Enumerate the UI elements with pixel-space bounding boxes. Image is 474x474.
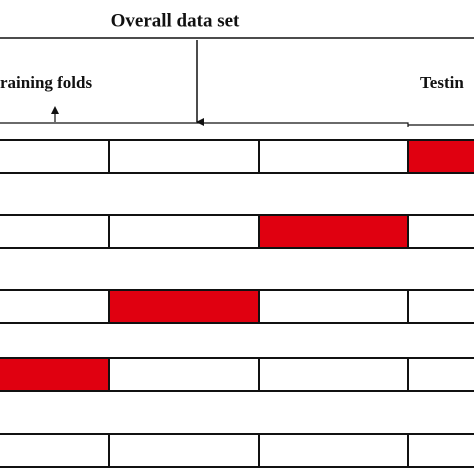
train-fold — [108, 357, 260, 392]
test-fold — [407, 139, 474, 174]
test-fold — [108, 289, 260, 324]
title: Overall data set — [111, 10, 240, 31]
train-fold — [108, 433, 260, 468]
train-fold — [0, 214, 110, 249]
train-fold — [407, 289, 474, 324]
folds — [0, 139, 474, 468]
train-fold — [407, 357, 474, 392]
train-fold — [0, 289, 110, 324]
train-fold — [407, 214, 474, 249]
train-fold — [0, 139, 110, 174]
train-fold — [407, 433, 474, 468]
test-fold — [258, 214, 409, 249]
train-fold — [108, 139, 260, 174]
train-fold — [258, 289, 409, 324]
test-fold — [0, 357, 110, 392]
train-fold — [108, 214, 260, 249]
training-label: raining folds — [0, 73, 92, 92]
train-fold — [258, 433, 409, 468]
train-fold — [258, 357, 409, 392]
testing-label: Testin — [420, 73, 464, 92]
bracket — [0, 122, 474, 127]
train-fold — [0, 433, 110, 468]
training-arrow-head — [51, 106, 59, 114]
train-fold — [258, 139, 409, 174]
